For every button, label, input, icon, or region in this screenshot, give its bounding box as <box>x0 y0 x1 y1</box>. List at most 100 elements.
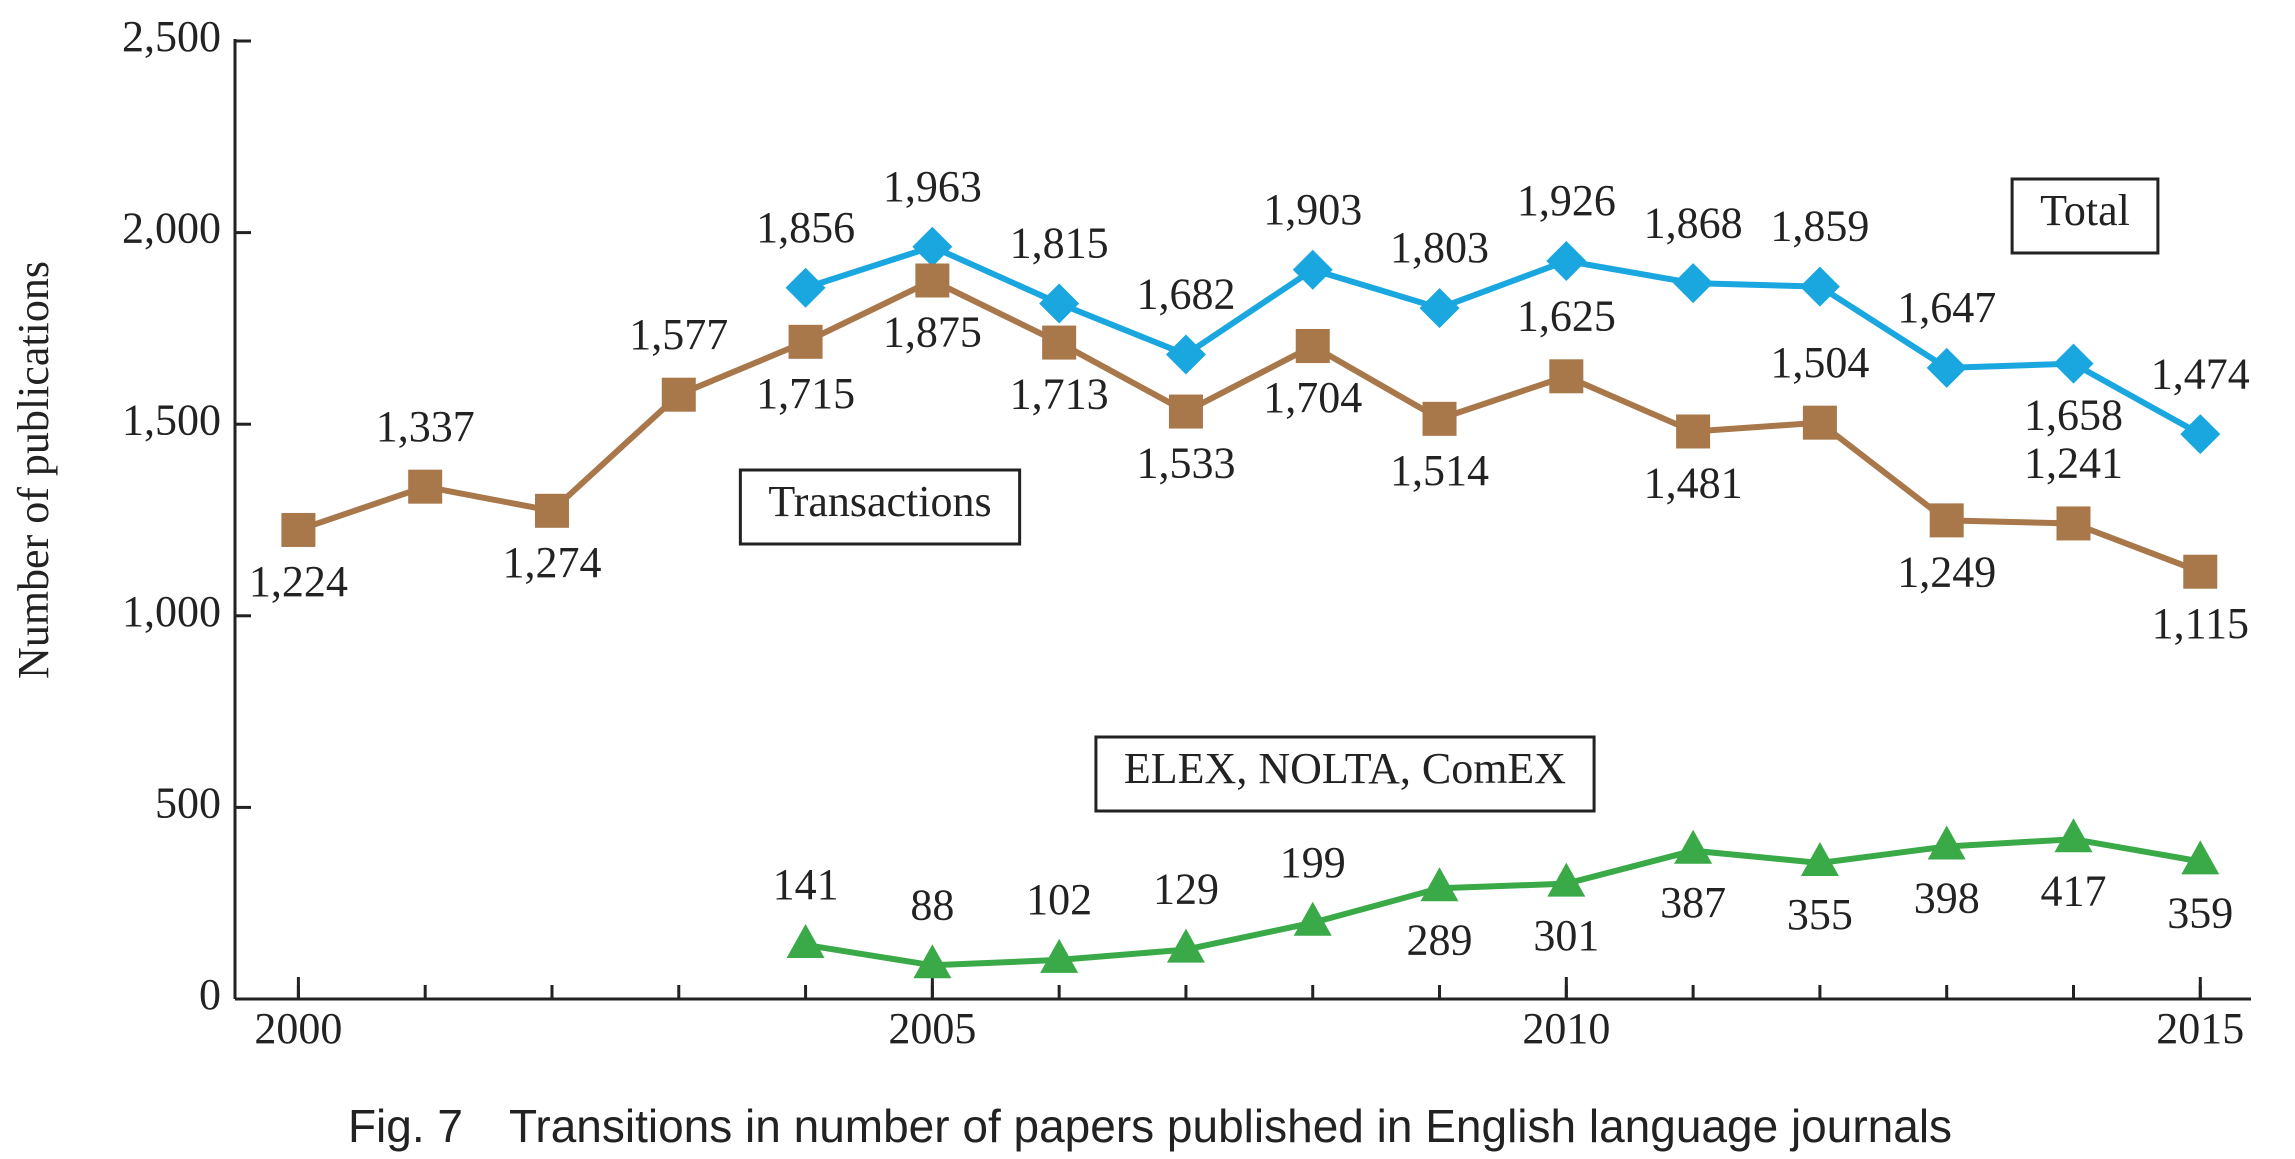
value-label: 1,803 <box>1390 223 1489 272</box>
caption: Fig. 7 Transitions in number of papers p… <box>348 1100 1952 1152</box>
y-tick-label: 1,500 <box>122 395 221 444</box>
marker <box>1292 249 1333 290</box>
value-label: 1,337 <box>376 402 475 451</box>
marker <box>1039 283 1080 324</box>
y-tick-label: 2,000 <box>122 204 221 253</box>
marker <box>2183 554 2218 589</box>
legend-box <box>2010 177 2160 255</box>
marker <box>1422 401 1457 436</box>
value-label: 1,514 <box>1390 446 1489 495</box>
marker <box>1926 347 1967 388</box>
marker <box>1929 503 1964 538</box>
value-label: 1,903 <box>1263 185 1362 234</box>
value-label: 289 <box>1407 915 1473 964</box>
marker <box>534 493 569 528</box>
value-label: 1,481 <box>1644 459 1743 508</box>
y-tick-label: 0 <box>199 970 221 1019</box>
marker <box>2056 506 2091 541</box>
value-label: 417 <box>2040 866 2106 915</box>
value-label: 1,647 <box>1897 283 1996 332</box>
marker <box>1547 862 1586 897</box>
marker <box>661 377 696 412</box>
y-axis-label: Number of publications <box>9 261 58 679</box>
value-label: 1,859 <box>1770 202 1869 251</box>
value-label: 398 <box>1914 874 1980 923</box>
legend-label: Total <box>2040 186 2130 235</box>
marker <box>1927 825 1966 860</box>
marker <box>1293 901 1332 936</box>
value-label: 1,274 <box>502 538 601 587</box>
value-label: 1,963 <box>883 162 982 211</box>
x-tick-label: 2000 <box>254 1004 342 1053</box>
marker <box>281 512 316 547</box>
value-label: 1,115 <box>2152 599 2249 648</box>
value-label: 359 <box>2167 889 2233 938</box>
legend-box <box>738 468 1022 546</box>
series-line <box>805 836 2201 969</box>
marker <box>1546 240 1587 281</box>
value-label: 1,625 <box>1517 291 1616 340</box>
value-label: 141 <box>773 860 839 909</box>
marker <box>1802 405 1837 440</box>
value-label: 1,868 <box>1644 198 1743 247</box>
value-label: 1,577 <box>629 310 728 359</box>
x-tick-label: 2005 <box>888 1004 976 1053</box>
marker <box>1800 841 1839 876</box>
marker <box>1168 394 1203 429</box>
y-tick-label: 500 <box>155 778 221 827</box>
value-label: 1,682 <box>1136 270 1235 319</box>
value-label: 1,249 <box>1897 547 1996 596</box>
value-label: 1,715 <box>756 369 855 418</box>
value-label: 102 <box>1026 875 1092 924</box>
y-tick-label: 1,000 <box>122 587 221 636</box>
marker <box>1674 829 1713 864</box>
value-label: 1,856 <box>756 203 855 252</box>
value-label: 301 <box>1533 911 1599 960</box>
marker <box>1165 334 1206 375</box>
legend-label: ELEX, NOLTA, ComEX <box>1124 744 1566 793</box>
marker <box>1420 867 1459 902</box>
value-label: 1,875 <box>883 308 982 357</box>
marker <box>1419 288 1460 329</box>
marker <box>408 469 443 504</box>
value-label: 1,504 <box>1770 338 1869 387</box>
value-label: 387 <box>1660 878 1726 927</box>
value-label: 355 <box>1787 890 1853 939</box>
value-label: 1,241 <box>2024 439 2123 488</box>
marker <box>1673 263 1714 304</box>
x-tick-label: 2015 <box>2156 1004 2244 1053</box>
marker <box>1549 359 1584 394</box>
marker <box>786 923 825 958</box>
value-label: 1,704 <box>1263 373 1362 422</box>
marker <box>1166 928 1205 963</box>
legend-box <box>1094 735 1596 813</box>
marker <box>1042 325 1077 360</box>
x-tick-label: 2010 <box>1522 1004 1610 1053</box>
marker <box>1799 266 1840 307</box>
value-label: 88 <box>910 880 954 929</box>
value-label: 199 <box>1280 838 1346 887</box>
y-tick-label: 2,500 <box>122 12 221 61</box>
marker <box>1676 414 1711 449</box>
value-label: 1,474 <box>2151 349 2250 398</box>
value-label: 1,533 <box>1136 439 1235 488</box>
marker <box>2181 840 2220 875</box>
value-label: 1,224 <box>249 557 348 606</box>
value-label: 1,815 <box>1010 219 1109 268</box>
marker <box>788 324 823 359</box>
marker <box>913 944 952 979</box>
series-line <box>297 277 2202 575</box>
marker <box>2053 343 2094 384</box>
marker <box>2054 818 2093 853</box>
value-label: 129 <box>1153 865 1219 914</box>
marker <box>1040 938 1079 973</box>
value-label: 1,658 <box>2024 391 2123 440</box>
value-label: 1,926 <box>1517 176 1616 225</box>
marker <box>2180 414 2221 455</box>
marker <box>915 263 950 298</box>
marker <box>1295 329 1330 364</box>
value-label: 1,713 <box>1010 370 1109 419</box>
legend-label: Transactions <box>768 477 991 526</box>
marker <box>912 226 953 267</box>
